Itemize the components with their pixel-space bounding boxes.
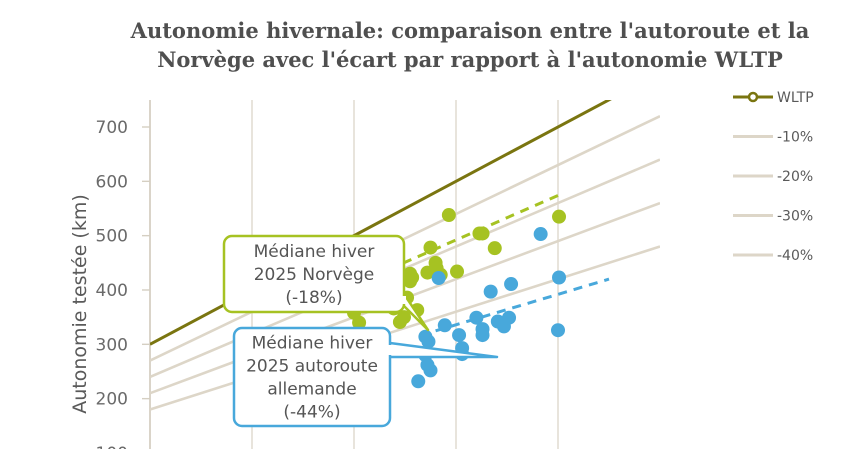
callout-norway-text: Médiane hiver [254, 242, 375, 262]
y-tick-label: 600 [96, 172, 128, 192]
data-point-autobahn [431, 271, 446, 286]
legend: WLTP -10% -20% -30% -40% [733, 90, 814, 264]
data-point-autobahn [552, 270, 567, 285]
legend-label: -40% [777, 248, 813, 264]
callout-autobahn-pointer [389, 341, 499, 359]
callout-norway-text: 2025 Norvège [254, 265, 375, 285]
legend-marker [747, 91, 759, 103]
data-point-autobahn [423, 363, 438, 378]
y-tick-label: 500 [96, 227, 128, 247]
data-point-norway [441, 208, 456, 223]
data-point-norway [352, 315, 367, 330]
data-point-autobahn [475, 322, 490, 337]
callout-autobahn-box [232, 326, 392, 428]
data-point-autobahn [551, 323, 565, 338]
callout-norway-gap [398, 296, 406, 304]
data-point-norway [552, 209, 567, 224]
callout-autobahn-gap [384, 345, 392, 355]
y-axis-label: Autonomie testée (km) [69, 194, 91, 414]
legend-label: WLTP [777, 90, 814, 106]
data-point-autobahn [437, 318, 452, 333]
legend-label: -10% [777, 130, 813, 146]
data-point-autobahn [533, 227, 548, 242]
data-point-norway [475, 226, 490, 241]
data-point-autobahn [469, 310, 484, 325]
callout-norway-pointer [402, 293, 430, 332]
y-tick-label: 300 [96, 335, 128, 355]
data-point-autobahn [452, 328, 467, 343]
data-point-norway [396, 310, 411, 325]
callouts: Médiane hiver 2025 Norvège (-18%) Médiane h… [222, 234, 499, 428]
median-line [435, 277, 610, 333]
data-point-norway [403, 274, 418, 289]
callout-autobahn-text: (-44%) [283, 403, 340, 423]
callout-autobahn-text: Médiane hiver [252, 334, 373, 354]
legend-label: -20% [777, 169, 813, 185]
data-point-norway [423, 240, 438, 255]
y-tick-label: 700 [96, 118, 128, 138]
chart-title: Autonomie hivernale: comparaison entre l… [130, 18, 810, 72]
data-point-autobahn [504, 277, 519, 292]
callout-norway-text: (-18%) [285, 288, 342, 308]
y-tick-label: 400 [96, 281, 128, 301]
data-point-autobahn [502, 310, 517, 325]
callout-autobahn-text: allemande [267, 380, 356, 400]
y-tick-label: 200 [96, 390, 128, 410]
data-point-autobahn [483, 284, 498, 299]
callout-norway-box [222, 234, 406, 314]
data-point-autobahn [411, 374, 426, 389]
y-tick-label: 100 [96, 444, 128, 449]
y-axis-ticks: 200 300 400 500 600 700 100 [96, 118, 150, 449]
data-point-norway [487, 241, 502, 256]
data-point-norway [450, 264, 465, 279]
reference-line [150, 114, 660, 362]
legend-label: -30% [777, 209, 813, 225]
callout-autobahn-text: 2025 autoroute [246, 357, 378, 377]
data-point-autobahn [421, 334, 436, 349]
